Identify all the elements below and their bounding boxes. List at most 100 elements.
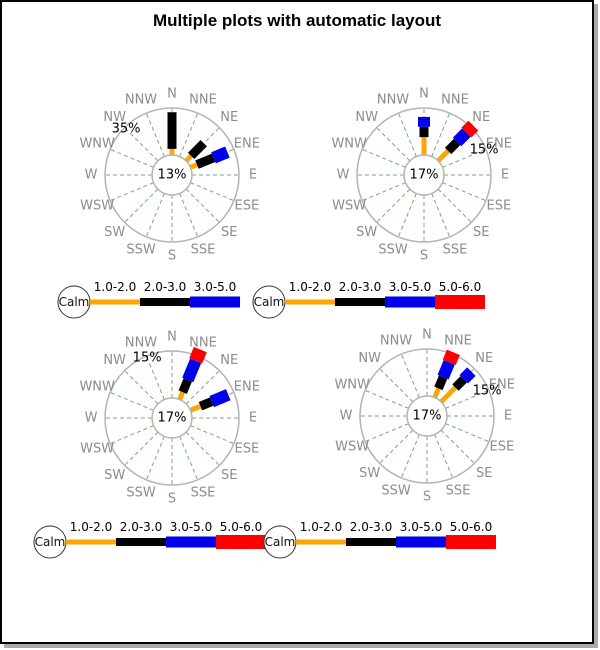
- compass-label-ene: ENE: [489, 378, 515, 393]
- compass-label-nw: NW: [355, 110, 378, 125]
- calm-percent-label: 17%: [413, 409, 442, 424]
- compass-label-wsw: WSW: [335, 439, 369, 454]
- grid-spoke: [361, 148, 406, 168]
- compass-label-w: W: [85, 168, 98, 183]
- grid-spoke: [379, 368, 414, 403]
- compass-label-ne: NE: [220, 110, 238, 125]
- wind-bar-segment: [461, 120, 479, 138]
- grid-spoke: [442, 148, 487, 168]
- wind-bar-segment: [182, 358, 202, 383]
- grid-spoke: [440, 429, 475, 464]
- wind-bar-segment: [437, 360, 455, 380]
- wind-bar-segment: [209, 389, 231, 408]
- grid-spoke: [185, 431, 220, 466]
- compass-label-wnw: WNW: [79, 380, 115, 395]
- grid-spoke: [364, 389, 409, 409]
- wind-bar-segment: [439, 385, 458, 404]
- compass-label-sse: SSE: [191, 485, 216, 500]
- legend-bin-label: 2.0-3.0: [120, 520, 163, 534]
- compass-label-wnw: WNW: [334, 378, 370, 393]
- legend-bin-label: 1.0-2.0: [289, 280, 332, 294]
- legend-bin-label: 2.0-3.0: [339, 280, 382, 294]
- wind-bar-segment: [444, 138, 461, 155]
- windrose-legend-bottom-right: Calm 1.0-2.0 2.0-3.0 3.0-5.0 5.0-6.0: [263, 520, 496, 559]
- compass-label-n: N: [419, 87, 429, 102]
- grid-spoke: [124, 188, 159, 223]
- wind-bar-segment: [195, 153, 216, 169]
- compass-label-sse: SSE: [443, 242, 468, 257]
- compass-label-se: SE: [221, 468, 237, 483]
- grid-spoke: [361, 182, 406, 202]
- rose-outer-circle: [104, 107, 240, 243]
- compass-label-nne: NNE: [441, 93, 469, 108]
- compass-label-wsw: WSW: [80, 441, 114, 456]
- compass-label-ne: NE: [220, 353, 238, 368]
- compass-label-ene: ENE: [234, 137, 260, 152]
- compass-label-w: W: [340, 409, 353, 424]
- grid-spoke: [445, 389, 490, 409]
- legend-bin-label: 5.0-6.0: [450, 520, 493, 534]
- grid-spoke: [124, 127, 159, 162]
- grid-spoke: [145, 436, 165, 481]
- grid-spoke: [109, 391, 154, 411]
- grid-spoke: [445, 423, 490, 443]
- compass-label-e: E: [501, 168, 509, 183]
- wind-bar-segment: [452, 376, 467, 391]
- compass-label-w: W: [337, 168, 350, 183]
- compass-label-w: W: [85, 411, 98, 426]
- compass-label-ese: ESE: [486, 198, 511, 213]
- grid-spoke: [179, 193, 199, 238]
- compass-label-nne: NNE: [189, 93, 217, 108]
- grid-spoke: [124, 431, 159, 466]
- rose-outer-circle: [359, 348, 495, 484]
- calm-percent-label: 17%: [158, 411, 187, 426]
- grid-spoke: [397, 112, 417, 157]
- compass-label-n: N: [167, 330, 177, 345]
- grid-spoke: [376, 127, 411, 162]
- wind-bar-segment: [177, 391, 186, 401]
- wind-bar-segment: [189, 162, 198, 170]
- wind-bar-segment: [436, 149, 450, 163]
- grid-spoke: [145, 193, 165, 238]
- compass-label-sw: SW: [104, 468, 125, 483]
- rose-center-circle: [151, 397, 193, 439]
- legend-bin-label: 3.0-5.0: [170, 520, 213, 534]
- calm-label: Calm: [35, 535, 66, 549]
- compass-label-e: E: [504, 409, 512, 424]
- wind-bar-segment: [211, 146, 230, 164]
- compass-label-ssw: SSW: [378, 242, 408, 257]
- compass-label-e: E: [249, 168, 257, 183]
- legend-bin-label: 1.0-2.0: [300, 520, 343, 534]
- legend-bin-label: 3.0-5.0: [400, 520, 443, 534]
- compass-label-ene: ENE: [486, 137, 512, 152]
- compass-label-n: N: [422, 328, 432, 343]
- ring-percent-label: 15%: [473, 384, 502, 399]
- compass-label-n: N: [167, 87, 177, 102]
- compass-label-s: S: [423, 490, 431, 505]
- calm-label: Calm: [265, 535, 296, 549]
- grid-spoke: [379, 429, 414, 464]
- calm-label: Calm: [254, 295, 285, 309]
- legend-bin-label: 2.0-3.0: [144, 280, 187, 294]
- compass-label-ese: ESE: [234, 198, 259, 213]
- rose-outer-circle: [356, 107, 492, 243]
- calm-label: Calm: [59, 295, 90, 309]
- compass-label-ne: NE: [475, 351, 493, 366]
- compass-label-sw: SW: [356, 225, 377, 240]
- legend-bin-label: 2.0-3.0: [350, 520, 393, 534]
- wind-bar-segment: [189, 346, 207, 364]
- ring-percent-label: 15%: [133, 350, 162, 365]
- compass-label-nw: NW: [358, 351, 381, 366]
- compass-label-ese: ESE: [489, 439, 514, 454]
- compass-label-sse: SSE: [191, 242, 216, 257]
- compass-label-nnw: NNW: [377, 93, 409, 108]
- compass-label-sse: SSE: [446, 483, 471, 498]
- compass-label-s: S: [168, 492, 176, 507]
- figure-title: Multiple plots with automatic layout: [152, 11, 442, 30]
- grid-spoke: [190, 425, 235, 445]
- compass-label-wnw: WNW: [79, 137, 115, 152]
- windrose-legend-top-left: Calm 1.0-2.0 2.0-3.0 3.0-5.0: [57, 280, 240, 319]
- compass-label-ssw: SSW: [126, 485, 156, 500]
